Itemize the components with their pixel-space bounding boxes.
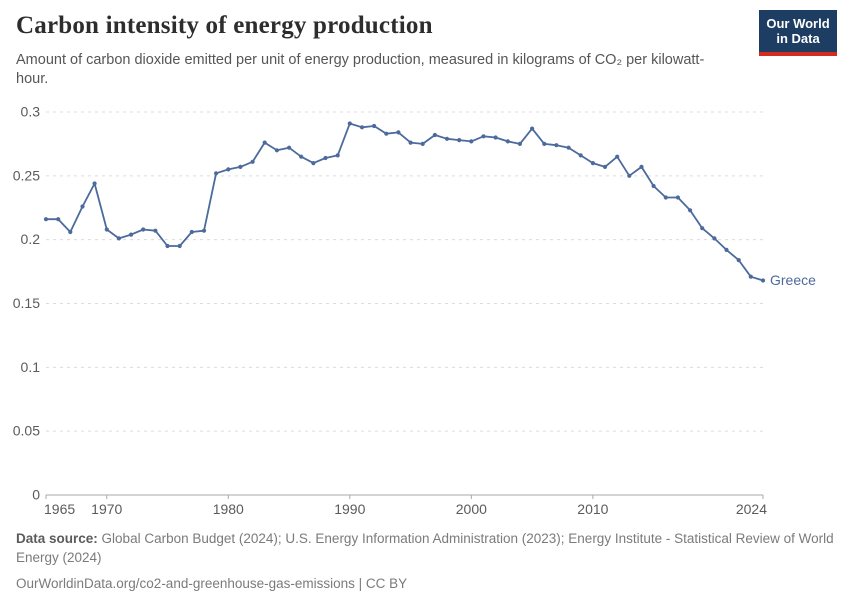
y-axis-tick-label: 0.3 [21,104,41,120]
owid-logo[interactable]: Our World in Data [759,10,837,56]
y-axis-tick-label: 0.1 [21,359,41,375]
chart-footer: Data source: Global Carbon Budget (2024)… [16,529,836,593]
y-axis-tick-label: 0.2 [21,231,41,247]
y-axis-tick-label: 0.15 [13,295,40,311]
x-axis-tick-label: 1990 [334,501,365,517]
x-axis-tick-label: 1965 [44,501,75,517]
attribution-link[interactable]: OurWorldinData.org/co2-and-greenhouse-ga… [16,576,408,592]
y-axis-tick-label: 0 [32,487,40,503]
line-chart-svg: 0 0.05 0.1 0.15 0.2 0.25 0.3 1965 1970 1980 1990 20… [13,104,816,518]
y-axis-tick-label: 0.25 [13,167,40,183]
x-axis-tick-label: 2010 [577,501,608,517]
x-axis-tick-label: 1970 [91,501,122,517]
gridlines: 0 0.05 0.1 0.15 0.2 0.25 0.3 [13,104,763,503]
x-axis-tick-label: 2000 [456,501,487,517]
x-axis-tick-label: 1980 [213,501,244,517]
page-title: Carbon intensity of energy production [16,12,433,39]
owid-logo-line1: Our World [766,16,830,31]
line-chart: 0 0.05 0.1 0.15 0.2 0.25 0.3 1965 1970 1980 1990 20… [0,95,850,535]
x-axis: 1965 1970 1980 1990 2000 2010 2024 [44,495,767,517]
series-end-label: Greece [770,272,816,288]
chart-subtitle: Amount of carbon dioxide emitted per uni… [16,52,705,88]
data-source-label: Data source: [16,531,98,546]
x-axis-tick-label: 2024 [736,501,767,517]
data-source-line: Data source: Global Carbon Budget (2024)… [16,529,836,567]
owid-logo-line2: in Data [776,31,820,47]
y-axis-tick-label: 0.05 [13,423,40,439]
series-markers [43,121,766,283]
data-source-text: Global Carbon Budget (2024); U.S. Energy… [16,531,834,566]
series-line [45,122,764,282]
